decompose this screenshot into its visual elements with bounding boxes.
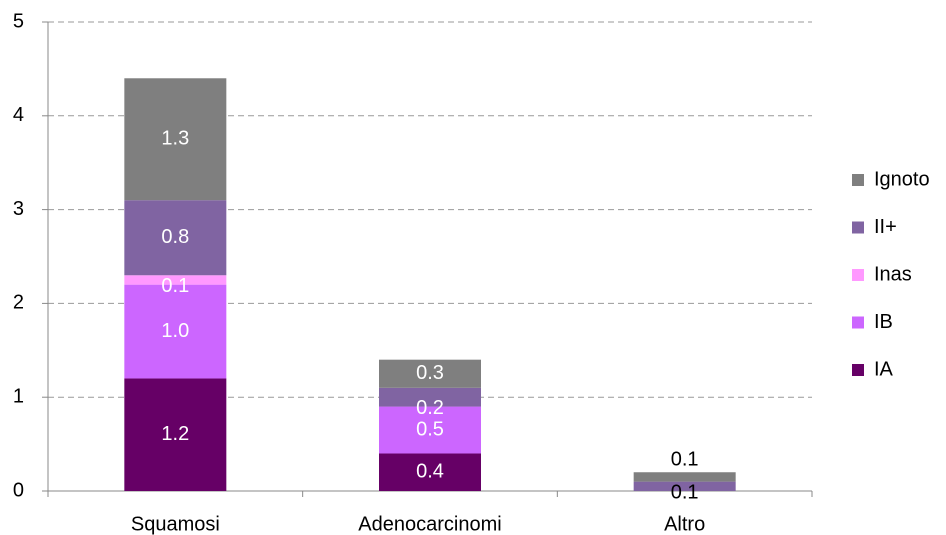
value-label: 1.0	[161, 320, 189, 342]
y-tick-label: 5	[13, 10, 24, 32]
bar-segment	[124, 378, 227, 491]
y-tick-label: 3	[13, 198, 24, 220]
value-label: 0.2	[416, 397, 444, 419]
y-tick-label: 4	[13, 104, 24, 126]
bar-segment	[379, 387, 481, 407]
y-tick-label: 2	[13, 292, 24, 314]
value-label: 0.3	[416, 362, 444, 384]
bar-segment	[124, 78, 227, 201]
legend-label: Ignoto	[874, 168, 930, 190]
x-tick-label: Adenocarcinomi	[358, 513, 501, 535]
legend-swatch	[852, 221, 864, 234]
legend-label: IB	[874, 311, 893, 333]
legend-label: II+	[874, 216, 897, 238]
bar-segment	[379, 359, 481, 388]
value-label: 0.4	[416, 461, 444, 483]
x-tick-label: Squamosi	[131, 513, 220, 535]
x-tick-label: Altro	[664, 513, 705, 535]
legend-swatch	[852, 316, 864, 329]
value-label: 1.3	[161, 128, 189, 150]
legend-label: IA	[874, 358, 894, 380]
value-label: 0.1	[671, 449, 699, 471]
value-label: 0.1	[161, 275, 189, 297]
y-tick-label: 1	[13, 385, 24, 407]
bar-segment	[633, 472, 736, 482]
value-label: 0.8	[161, 226, 189, 248]
bar-segment	[379, 406, 481, 454]
value-label: 0.1	[671, 481, 699, 503]
legend-swatch	[852, 174, 864, 186]
value-label: 0.5	[416, 418, 444, 440]
legend-swatch	[852, 269, 864, 281]
bar-segment	[124, 200, 227, 276]
value-label: 1.2	[161, 423, 189, 445]
bar-segment	[633, 481, 736, 491]
y-tick-label: 0	[13, 479, 24, 501]
bar-segment	[379, 453, 481, 491]
bar-segment	[124, 275, 227, 285]
legend-swatch	[852, 364, 864, 376]
legend-label: Inas	[874, 263, 912, 285]
bar-segment	[124, 284, 227, 379]
